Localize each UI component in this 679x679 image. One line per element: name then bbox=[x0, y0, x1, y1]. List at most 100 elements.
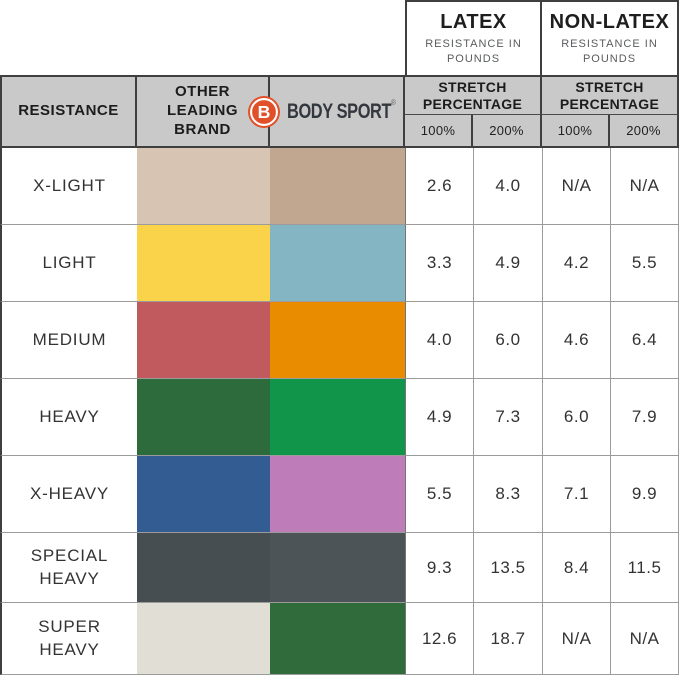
latex-100-value: 9.3 bbox=[405, 533, 473, 603]
value-text: 4.9 bbox=[495, 253, 521, 272]
value-text: 7.1 bbox=[563, 484, 590, 503]
value-text: 3.3 bbox=[426, 253, 453, 272]
resistance-level-text: MEDIUM bbox=[32, 329, 107, 349]
other-brand-column-header: OTHER LEADING BRAND bbox=[137, 75, 270, 148]
latex-100-value: 2.6 bbox=[405, 148, 473, 225]
stretch-header-nonlatex: STRETCH PERCENTAGE bbox=[542, 75, 679, 115]
table-row-label: HEAVY bbox=[0, 379, 137, 456]
value-text: 7.9 bbox=[631, 407, 658, 426]
bodysport-brand-name: BODY SPORT® bbox=[287, 97, 396, 124]
nonlatex-100-value: 7.1 bbox=[542, 456, 610, 533]
bodysport-swatch bbox=[270, 456, 405, 533]
bodysport-swatch bbox=[270, 603, 405, 675]
latex-200-value: 4.0 bbox=[473, 148, 542, 225]
bodysport-swatch bbox=[270, 379, 405, 456]
nonlatex-100-value: 6.0 bbox=[542, 379, 610, 456]
table-row-label: MEDIUM bbox=[0, 302, 137, 379]
other-brand-swatch bbox=[137, 603, 270, 675]
other-brand-swatch bbox=[137, 148, 270, 225]
nonlatex-200-value: 7.9 bbox=[610, 379, 679, 456]
bodysport-logo-icon: B bbox=[248, 95, 281, 128]
value-text: 4.6 bbox=[563, 330, 590, 349]
nonlatex-200-value: 6.4 bbox=[610, 302, 679, 379]
latex-100-value: 4.0 bbox=[405, 302, 473, 379]
table-row-label: X-LIGHT bbox=[0, 148, 137, 225]
pct-200-label: 200% bbox=[489, 123, 524, 138]
pct-header-nonlatex-200: 200% bbox=[610, 115, 679, 148]
nonlatex-100-value: 8.4 bbox=[542, 533, 610, 603]
pct-100-label: 100% bbox=[420, 123, 456, 138]
brand-name-text: BODY SPORT bbox=[287, 99, 392, 123]
value-text: 13.5 bbox=[490, 557, 526, 577]
nonlatex-200-value: 5.5 bbox=[610, 225, 679, 302]
value-text: N/A bbox=[561, 628, 592, 648]
resistance-level-text: SPECIAL HEAVY bbox=[30, 546, 109, 588]
bodysport-swatch bbox=[270, 148, 405, 225]
svg-text:B: B bbox=[258, 102, 271, 122]
registered-mark: ® bbox=[391, 97, 396, 107]
nonlatex-100-value: N/A bbox=[542, 603, 610, 675]
nonlatex-200-value: N/A bbox=[610, 148, 679, 225]
bodysport-swatch bbox=[270, 533, 405, 603]
nonlatex-header: NON-LATEX RESISTANCE IN POUNDS bbox=[542, 0, 679, 75]
table-row-label: X-HEAVY bbox=[0, 456, 137, 533]
resistance-label: RESISTANCE bbox=[18, 102, 119, 120]
nonlatex-100-value: 4.2 bbox=[542, 225, 610, 302]
value-text: 8.3 bbox=[495, 484, 521, 503]
stretch-label-nonlatex: STRETCH PERCENTAGE bbox=[559, 78, 660, 112]
nonlatex-200-value: 9.9 bbox=[610, 456, 679, 533]
resistance-column-header: RESISTANCE bbox=[0, 75, 137, 148]
bodysport-column-header: B BODY SPORT® bbox=[248, 75, 405, 148]
value-text: N/A bbox=[561, 176, 592, 195]
value-text: 6.4 bbox=[631, 330, 658, 349]
latex-100-value: 3.3 bbox=[405, 225, 473, 302]
latex-200-value: 4.9 bbox=[473, 225, 542, 302]
value-text: 4.0 bbox=[426, 330, 453, 349]
resistance-level-text: X-HEAVY bbox=[30, 483, 109, 503]
value-text: 4.9 bbox=[426, 407, 453, 426]
bodysport-swatch bbox=[270, 225, 405, 302]
nonlatex-title: NON-LATEX bbox=[549, 10, 670, 33]
value-text: N/A bbox=[629, 176, 660, 195]
value-text: 5.5 bbox=[426, 484, 453, 503]
other-brand-swatch bbox=[137, 456, 270, 533]
value-text: 2.6 bbox=[426, 176, 453, 195]
value-text: 5.5 bbox=[631, 253, 658, 272]
pct-100-label: 100% bbox=[557, 123, 593, 138]
other-brand-swatch bbox=[137, 302, 270, 379]
nonlatex-100-value: N/A bbox=[542, 148, 610, 225]
latex-200-value: 13.5 bbox=[473, 533, 542, 603]
other-brand-swatch bbox=[137, 225, 270, 302]
empty-corner bbox=[0, 0, 405, 75]
other-brand-label: OTHER LEADING BRAND bbox=[167, 83, 238, 138]
table-row-label: SPECIAL HEAVY bbox=[0, 533, 137, 603]
latex-header: LATEX RESISTANCE IN POUNDS bbox=[405, 0, 542, 75]
latex-200-value: 18.7 bbox=[473, 603, 542, 675]
nonlatex-200-value: N/A bbox=[610, 603, 679, 675]
pct-header-latex-100: 100% bbox=[405, 115, 473, 148]
latex-100-value: 12.6 bbox=[405, 603, 473, 675]
stretch-header-latex: STRETCH PERCENTAGE bbox=[405, 75, 542, 115]
latex-100-value: 5.5 bbox=[405, 456, 473, 533]
value-text: 4.0 bbox=[495, 176, 521, 195]
value-text: 11.5 bbox=[627, 557, 662, 577]
nonlatex-100-value: 4.6 bbox=[542, 302, 610, 379]
resistance-level-text: SUPER HEAVY bbox=[38, 617, 101, 659]
value-text: 9.3 bbox=[426, 557, 453, 577]
latex-200-value: 7.3 bbox=[473, 379, 542, 456]
latex-200-value: 8.3 bbox=[473, 456, 542, 533]
other-brand-swatch bbox=[137, 533, 270, 603]
value-text: N/A bbox=[629, 628, 660, 648]
table-row-label: SUPER HEAVY bbox=[0, 603, 137, 675]
value-text: 9.9 bbox=[631, 484, 658, 503]
latex-100-value: 4.9 bbox=[405, 379, 473, 456]
value-text: 7.3 bbox=[495, 407, 521, 426]
latex-200-value: 6.0 bbox=[473, 302, 542, 379]
pct-header-latex-200: 200% bbox=[473, 115, 542, 148]
other-brand-swatch bbox=[137, 379, 270, 456]
latex-title: LATEX bbox=[440, 10, 507, 33]
value-text: 4.2 bbox=[563, 253, 590, 272]
value-text: 12.6 bbox=[421, 628, 458, 648]
